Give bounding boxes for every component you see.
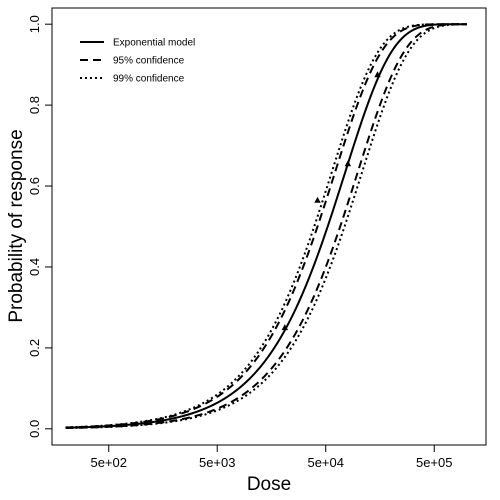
legend: Exponential model 95% confidence 99% confi… [80,38,195,85]
legend-label-2: 99% confidence [113,74,185,85]
data-point-2 [344,160,352,167]
y-tick-label-1: 0.2 [27,339,42,357]
x-axis: 5e+02 5e+03 5e+04 5e+05 [90,445,452,470]
legend-label-1: 95% confidence [113,56,185,67]
series-line-0-0 [65,23,467,429]
legend-label-0: Exponential model [113,38,195,49]
data-point-1 [314,196,321,203]
y-tick-label-5: 1.0 [27,15,42,33]
points-layer [281,71,381,331]
y-tick-label-3: 0.6 [27,177,42,195]
plot-frame [51,7,487,446]
data-point-0 [281,324,289,331]
series-line-1-0 [65,23,467,429]
x-tick-label-0: 5e+02 [90,455,127,470]
x-axis-title: Dose [247,474,291,495]
series-line-2-1 [65,23,467,429]
x-tick-label-2: 5e+04 [307,455,344,470]
series-line-2-0 [65,23,467,430]
y-axis: 0.0 0.2 0.4 0.6 0.8 1.0 [27,15,52,438]
series-line-1-1 [65,23,467,429]
y-tick-label-2: 0.4 [27,258,42,276]
y-tick-label-0: 0.0 [27,420,42,438]
x-tick-label-3: 5e+05 [416,455,453,470]
data-point-3 [374,71,381,78]
curves-layer [65,23,467,430]
x-tick-label-1: 5e+03 [199,455,236,470]
y-tick-label-4: 0.8 [27,96,42,114]
y-axis-title: Probability of response [6,129,27,322]
